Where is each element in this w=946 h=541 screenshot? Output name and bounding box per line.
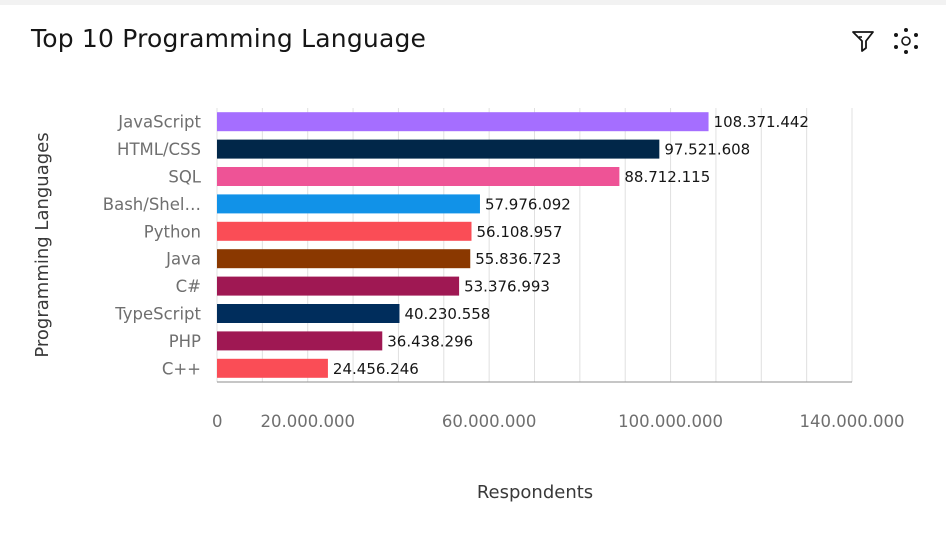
x-tick-labels: 0 20.000.000 60.000.000 100.000.000 140.000.… bbox=[212, 412, 904, 431]
value-label: 55.836.723 bbox=[475, 250, 561, 268]
filter-icon[interactable] bbox=[848, 26, 878, 56]
category-label: Python bbox=[144, 222, 201, 241]
value-label: 56.108.957 bbox=[476, 223, 562, 241]
chart-title: Top 10 Programming Language bbox=[31, 24, 427, 53]
category-label: PHP bbox=[169, 332, 201, 351]
bar-java[interactable] bbox=[217, 249, 471, 269]
x-tick-label: 140.000.000 bbox=[800, 412, 905, 431]
value-label: 57.976.092 bbox=[485, 195, 571, 213]
bar-c-[interactable] bbox=[217, 358, 328, 378]
bar-sql[interactable] bbox=[217, 167, 620, 186]
bar-html-css[interactable] bbox=[217, 139, 660, 159]
x-axis-title: Respondents bbox=[477, 482, 593, 503]
bar-c-[interactable] bbox=[217, 276, 460, 296]
category-labels: JavaScript HTML/CSS SQL Bash/Shel… Python Jav… bbox=[103, 113, 202, 379]
x-tick-label: 0 bbox=[212, 412, 223, 431]
value-label: 36.438.296 bbox=[387, 332, 473, 350]
y-axis-title: Programming Languages bbox=[32, 132, 53, 357]
category-label: TypeScript bbox=[114, 305, 201, 324]
bar-bash-shel-[interactable] bbox=[217, 194, 480, 214]
category-label: Bash/Shel… bbox=[103, 195, 201, 214]
category-label: C# bbox=[176, 277, 201, 296]
bar-javascript[interactable] bbox=[217, 112, 709, 132]
value-label: 108.371.442 bbox=[714, 113, 809, 131]
x-tick-label: 20.000.000 bbox=[260, 412, 354, 431]
bar-php[interactable] bbox=[217, 331, 383, 351]
category-label: C++ bbox=[162, 359, 201, 378]
settings-icon[interactable] bbox=[891, 26, 921, 56]
value-label: 53.376.993 bbox=[464, 278, 550, 296]
bar-python[interactable] bbox=[217, 221, 472, 241]
top-bar bbox=[0, 0, 946, 5]
value-label: 88.712.115 bbox=[624, 168, 710, 186]
value-label: 97.521.608 bbox=[664, 141, 750, 159]
value-label: 24.456.246 bbox=[333, 360, 419, 378]
category-label: Java bbox=[165, 250, 201, 269]
category-label: JavaScript bbox=[117, 113, 201, 132]
category-label: SQL bbox=[168, 168, 201, 187]
bars bbox=[217, 112, 709, 378]
bar-typescript[interactable] bbox=[217, 304, 400, 323]
value-label: 40.230.558 bbox=[404, 305, 490, 323]
x-tick-label: 100.000.000 bbox=[618, 412, 723, 431]
category-label: HTML/CSS bbox=[117, 140, 201, 159]
value-labels: 108.371.442 97.521.608 88.712.115 57.976.09… bbox=[333, 113, 809, 378]
x-tick-label: 60.000.000 bbox=[442, 412, 536, 431]
